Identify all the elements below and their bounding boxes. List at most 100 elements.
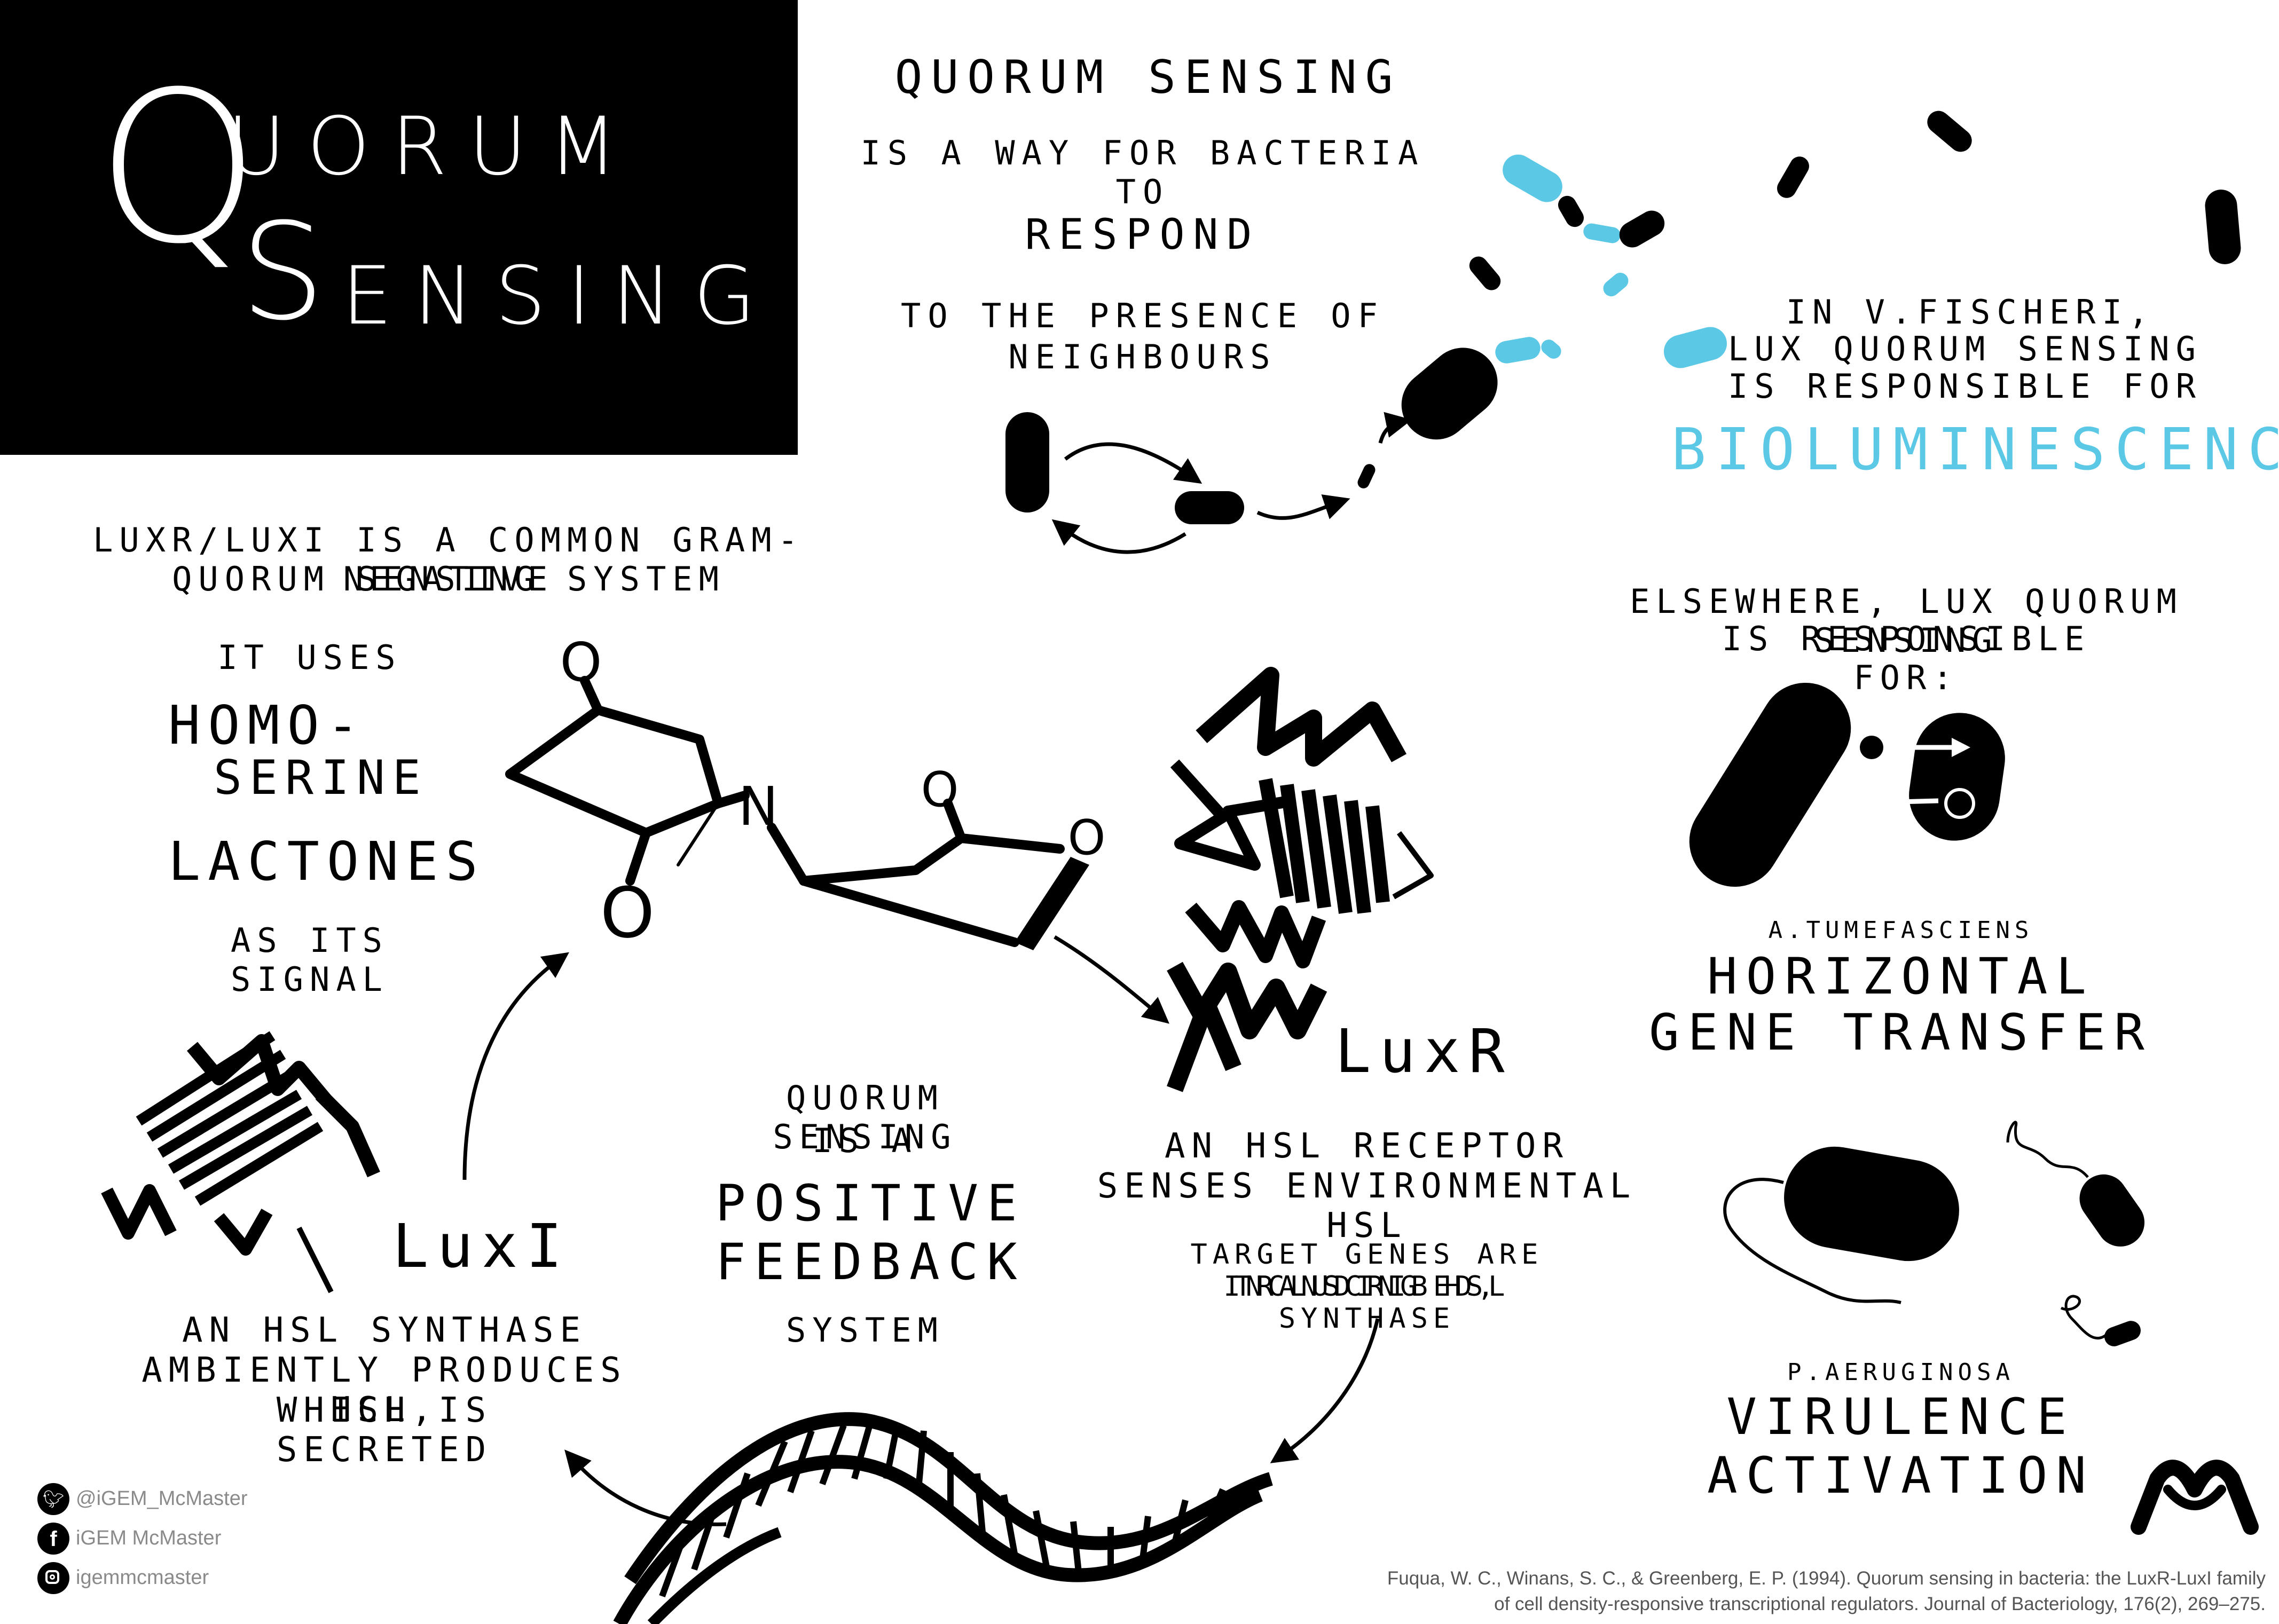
luxr-desc2: senses environmental HSL xyxy=(1097,1166,1637,1245)
vfischeri-bioluminescence: Bioluminescence xyxy=(1671,416,2279,483)
luxr-luxi-line2: quorum sensing system xyxy=(172,559,725,598)
citation-line2: of cell density-responsive transcription… xyxy=(1494,1594,2266,1614)
cycle-arrow-top xyxy=(1064,442,1203,484)
bacterium-black-1 xyxy=(1558,195,1584,227)
luxi-protein xyxy=(101,1031,380,1294)
transfer-arrow-left xyxy=(1842,798,1939,806)
feedback-positive: Positive xyxy=(716,1174,1026,1233)
arrow-luxr-to-dna xyxy=(1270,1318,1380,1463)
gene-transfer-illustration xyxy=(1689,682,2005,887)
bacterium-blue-4 xyxy=(1495,337,1541,364)
elsewhere-line1: Elsewhere, Lux quorum sensing xyxy=(1630,582,2183,660)
molecule-ring-right xyxy=(799,833,1065,886)
pa-cell-medium xyxy=(2079,1174,2145,1247)
paeruginosa-line2: Activation xyxy=(1707,1447,2095,1505)
molecule-n: N xyxy=(738,775,779,838)
molecule-o-top: O xyxy=(560,631,602,693)
bacterium-large xyxy=(1005,412,1049,513)
vfischeri-line1: In V.fischeri, xyxy=(1786,293,2155,332)
bacterium-blue-3 xyxy=(1603,272,1629,297)
virulence-illustration xyxy=(1723,1121,2145,1346)
luxr-desc4: including HSL synthase xyxy=(1223,1271,1511,1335)
luxr-label: LuxR xyxy=(1335,1017,1513,1086)
hsl-molecule xyxy=(505,676,1089,950)
intro-title: Quorum sensing xyxy=(894,51,1402,104)
feedback-system: System xyxy=(786,1311,944,1350)
twitter-icon: 🐦︎ xyxy=(37,1483,69,1515)
luxr-desc3: target genes are transcribed, xyxy=(1190,1239,1544,1303)
plasmid-donor xyxy=(1853,729,1890,766)
bacterium-black-6 xyxy=(2205,190,2241,264)
pa-flagellum-small xyxy=(2060,1295,2108,1339)
luxi-label: LuxI xyxy=(392,1212,571,1281)
bacterium-black-5 xyxy=(1927,111,1972,152)
pa-cell-small xyxy=(2104,1321,2141,1346)
vfischeri-line2: Lux quorum sensing xyxy=(1728,329,2202,368)
intro-respond: respond xyxy=(1025,211,1261,259)
twitter-handle: @iGEM_McMaster xyxy=(76,1487,248,1510)
pa-flagellum-medium xyxy=(2006,1121,2089,1178)
bacterium-blue-1 xyxy=(1503,154,1562,202)
recipient-cell xyxy=(1909,713,2005,841)
bacterium-blue-2 xyxy=(1583,223,1621,243)
dna-helix xyxy=(613,1412,1273,1624)
pa-flagellum-large xyxy=(1723,1178,1901,1304)
signal-homo: Homo- xyxy=(168,694,367,756)
feedback-line2: is a xyxy=(812,1121,918,1160)
facebook-icon: f xyxy=(37,1523,69,1555)
title-s-initial: S xyxy=(240,194,325,350)
bacterium-small xyxy=(1175,491,1244,524)
bacterium-growing xyxy=(1401,348,1498,440)
atumefaciens-line2: Gene Transfer xyxy=(1649,1004,2153,1062)
mcmaster-logo-icon xyxy=(2131,1460,2259,1535)
citation-line1: Fuqua, W. C., Winans, S. C., & Greenberg… xyxy=(1387,1568,2266,1589)
arrow-dna-to-luxi xyxy=(564,1449,727,1526)
atumefaciens-species: A.tumefasciens xyxy=(1768,917,2034,944)
signal-line1: It uses xyxy=(217,638,402,677)
growth-arrow xyxy=(1256,494,1350,520)
growth-arrow-2 xyxy=(1378,412,1412,444)
molecule-o-bottom: O xyxy=(600,872,655,953)
bacterium-blue-5 xyxy=(1541,340,1561,359)
luxi-desc2: ambiently produces HSL, xyxy=(142,1351,627,1430)
molecule-o-ring-top: O xyxy=(921,762,959,818)
intro-line2: is a way for bacteria to xyxy=(860,133,1425,211)
title-uorum: UORUM xyxy=(227,100,639,193)
molecule-o-ring: O xyxy=(1068,810,1106,866)
donor-cell xyxy=(1689,682,1851,887)
bacterium-black-2 xyxy=(1619,210,1665,248)
facebook-handle: iGEM McMaster xyxy=(76,1527,222,1549)
intro-line4: to the presence of xyxy=(901,296,1385,335)
arrow-luxi-to-hsl xyxy=(462,952,569,1180)
plasmid-recipient xyxy=(1944,788,1975,819)
vfischeri-line3: is responsible for xyxy=(1728,367,2202,406)
molecule-ring-left xyxy=(505,705,723,838)
title-ensing: ENSING xyxy=(342,250,777,343)
bacterium-tiny xyxy=(1357,464,1376,488)
molecule-wedge xyxy=(1015,857,1089,950)
atumefaciens-line1: Horizontal xyxy=(1707,948,2095,1006)
pa-cell-large xyxy=(1784,1146,1959,1262)
signal-serine: Serine xyxy=(214,750,428,805)
arrow-hsl-to-luxr xyxy=(1054,935,1169,1024)
feedback-feedback: feedback xyxy=(716,1233,1026,1291)
luxr-luxi-line1: LuxR/LuxI is a common gram-negative xyxy=(93,521,804,598)
instagram-icon xyxy=(37,1562,69,1594)
paeruginosa-species: P.aeruginosa xyxy=(1787,1359,2015,1386)
signal-line-last: As its signal xyxy=(231,921,389,999)
bacterium-black-4 xyxy=(1777,156,1809,198)
luxi-desc3: which is secreted xyxy=(276,1391,493,1470)
intro-line5: neighbours xyxy=(1008,337,1277,376)
bacterium-black-3 xyxy=(1469,256,1501,290)
title-box: Q UORUM S ENSING xyxy=(0,0,798,455)
instagram-handle: igemmcmaster xyxy=(76,1566,209,1589)
paeruginosa-line1: Virulence xyxy=(1726,1388,2076,1446)
luxr-desc1: An HSL receptor xyxy=(1165,1126,1569,1166)
cycle-arrow-bottom xyxy=(1051,519,1186,554)
elsewhere-line2: is responsible for: xyxy=(1722,619,2091,697)
luxi-desc1: An HSL synthase xyxy=(182,1311,587,1350)
signal-lactones: Lactones xyxy=(168,830,485,893)
title-q-initial: Q xyxy=(96,47,260,289)
feedback-line1: Quorum Sensing xyxy=(773,1078,957,1156)
